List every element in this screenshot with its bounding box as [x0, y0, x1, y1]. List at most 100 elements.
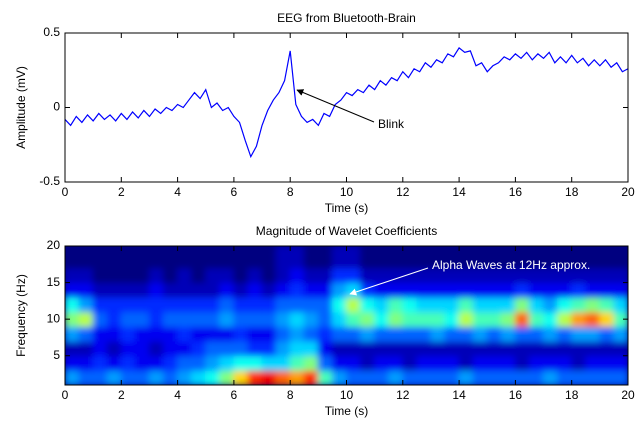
- heatmap-cell: [120, 340, 136, 357]
- heatmap-cell: [458, 340, 474, 357]
- heatmap-cell: [177, 296, 193, 313]
- heatmap-cell: [219, 246, 235, 269]
- heatmap-cell: [416, 311, 432, 327]
- heatmap-cell: [92, 340, 108, 357]
- heatmap-cell: [557, 340, 573, 357]
- heatmap-cell: [458, 369, 474, 385]
- heatmap-cell: [191, 282, 207, 298]
- heatmap-cell: [458, 311, 474, 327]
- heatmap-cell: [472, 311, 488, 327]
- heatmap-cell: [148, 369, 165, 385]
- heatmap-cell: [92, 267, 108, 284]
- heatmap-cell: [585, 325, 601, 342]
- heatmap-cell: [317, 355, 333, 371]
- heatmap-cell: [500, 282, 516, 298]
- heatmap-cell: [402, 340, 418, 357]
- heatmap-cell: [317, 340, 333, 357]
- heatmap-cell: [331, 325, 347, 342]
- heatmap-cell: [571, 369, 587, 385]
- heatmap-cell: [65, 246, 80, 269]
- heatmap-cell: [402, 246, 418, 269]
- heatmap-cell: [148, 296, 165, 313]
- heatmap-cell: [261, 246, 277, 269]
- heatmap-cell: [148, 267, 165, 284]
- heatmap-cell: [331, 369, 347, 385]
- heatmap-cell: [120, 325, 136, 342]
- heatmap-cell: [599, 246, 615, 269]
- heatmap-cell: [444, 246, 460, 269]
- heatmap-cell: [261, 369, 277, 385]
- heatmap-cell: [374, 325, 390, 342]
- heatmap-cell: [346, 325, 362, 342]
- heatmap-cell: [65, 311, 80, 327]
- heatmap-cell: [275, 325, 291, 342]
- heatmap-cell: [571, 340, 587, 357]
- heatmap-cell: [148, 340, 165, 357]
- heatmap-cell: [233, 340, 249, 357]
- heatmap-cell: [219, 340, 235, 357]
- heatmap-cell: [106, 282, 122, 298]
- heatmap-cell: [486, 355, 502, 371]
- heatmap-cell: [613, 267, 628, 284]
- heatmap-cell: [500, 267, 516, 284]
- heatmap-cell: [543, 296, 559, 313]
- heatmap-cell: [247, 282, 263, 298]
- heatmap-cell: [402, 267, 418, 284]
- heatmap-cell: [275, 246, 291, 269]
- heatmap-cell: [514, 296, 530, 313]
- heatmap-cell: [191, 325, 207, 342]
- y-tick-label: 0.5: [43, 25, 60, 39]
- heatmap-cell: [275, 369, 291, 385]
- heatmap-cell: [205, 311, 221, 327]
- heatmap-cell: [303, 325, 319, 342]
- heatmap-cell: [528, 311, 545, 327]
- heatmap-cell: [346, 267, 362, 284]
- heatmap-cell: [205, 296, 221, 313]
- heatmap-cell: [177, 340, 193, 357]
- heatmap-cell: [346, 369, 362, 385]
- heatmap-cell: [177, 246, 193, 269]
- heatmap-cell: [163, 325, 179, 342]
- heatmap: [65, 246, 628, 385]
- heatmap-cell: [360, 340, 376, 357]
- heatmap-cell: [247, 246, 263, 269]
- heatmap-cell: [528, 246, 545, 269]
- heatmap-cell: [219, 325, 235, 342]
- heatmap-cell: [106, 340, 122, 357]
- heatmap-cell: [106, 369, 122, 385]
- heatmap-cell: [331, 246, 347, 269]
- heatmap-cell: [571, 355, 587, 371]
- heatmap-cell: [444, 282, 460, 298]
- heatmap-cell: [191, 340, 207, 357]
- heatmap-cell: [289, 246, 305, 269]
- heatmap-cell: [78, 325, 94, 342]
- heatmap-cell: [360, 282, 376, 298]
- heatmap-cell: [191, 296, 207, 313]
- heatmap-cell: [613, 296, 628, 313]
- heatmap-cell: [402, 282, 418, 298]
- heatmap-cell: [303, 311, 319, 327]
- heatmap-cell: [120, 282, 136, 298]
- heatmap-cell: [177, 311, 193, 327]
- heatmap-cell: [486, 282, 502, 298]
- heatmap-cell: [205, 267, 221, 284]
- heatmap-cell: [402, 369, 418, 385]
- heatmap-cell: [275, 282, 291, 298]
- heatmap-cell: [472, 267, 488, 284]
- heatmap-cell: [528, 369, 545, 385]
- y-axis-label: Frequency (Hz): [14, 274, 28, 357]
- heatmap-cell: [557, 282, 573, 298]
- heatmap-cell: [134, 340, 150, 357]
- heatmap-cell: [163, 369, 179, 385]
- heatmap-cell: [247, 311, 263, 327]
- heatmap-cell: [92, 246, 108, 269]
- heatmap-cell: [500, 296, 516, 313]
- heatmap-cell: [543, 369, 559, 385]
- heatmap-cell: [261, 355, 277, 371]
- heatmap-cell: [430, 311, 446, 327]
- heatmap-cell: [219, 282, 235, 298]
- heatmap-cell: [528, 355, 545, 371]
- heatmap-cell: [374, 267, 390, 284]
- heatmap-cell: [430, 325, 446, 342]
